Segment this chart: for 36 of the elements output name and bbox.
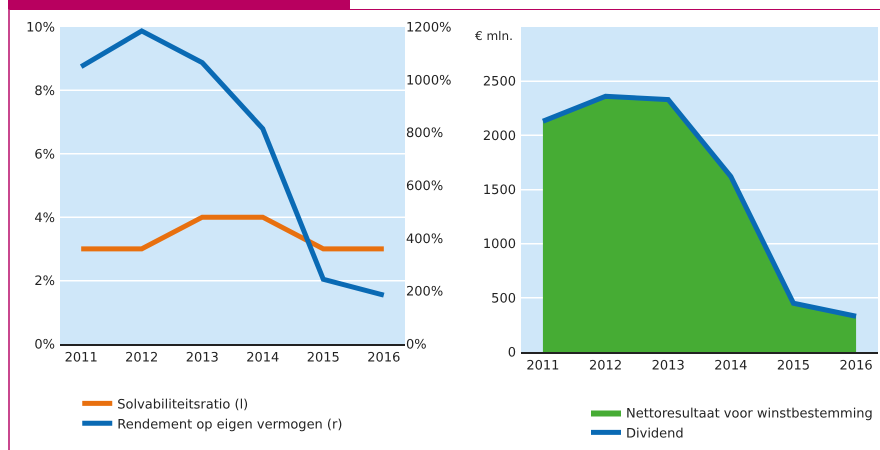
- x-tick-label: 2014: [246, 350, 280, 366]
- x-tick-label: 2014: [714, 358, 748, 374]
- y-tick-label: 1000: [482, 237, 516, 252]
- y-tick-label: 2%: [34, 274, 55, 290]
- y2-tick-label: 200%: [406, 284, 444, 300]
- x-tick-label: 2015: [306, 350, 340, 366]
- y2-tick-label: 800%: [406, 126, 444, 142]
- x-tick-label: 2016: [367, 350, 400, 366]
- legend-label: Nettoresultaat voor winstbestemming: [626, 406, 873, 422]
- y-tick-label: 2500: [482, 74, 516, 90]
- y2-tick-label: 0%: [406, 338, 427, 353]
- legend-label: Rendement op eigen vermogen (r): [117, 417, 342, 432]
- y-tick-label: 0: [508, 346, 516, 361]
- x-tick-label: 2012: [589, 358, 622, 374]
- y-axis-title: € mln.: [475, 29, 513, 43]
- x-tick-label: 2011: [64, 350, 98, 366]
- y2-tick-label: 400%: [406, 232, 444, 247]
- y2-tick-label: 1000%: [406, 73, 452, 88]
- x-tick-label: 2013: [186, 350, 219, 366]
- y-tick-label: 500: [491, 291, 516, 306]
- x-tick-label: 2016: [840, 358, 873, 374]
- x-tick-label: 2011: [526, 358, 560, 374]
- y-tick-label: 2000: [482, 128, 516, 144]
- y-tick-label: 0%: [34, 338, 55, 353]
- legend-label: Solvabiliteitsratio (l): [117, 397, 248, 412]
- y-tick-label: 10%: [26, 20, 55, 36]
- x-tick-label: 2013: [652, 358, 685, 374]
- y-tick-label: 6%: [34, 147, 55, 162]
- x-tick-label: 2012: [125, 350, 158, 366]
- legend-label: Dividend: [626, 426, 684, 442]
- y-tick-label: 1500: [482, 183, 516, 198]
- y-tick-label: 4%: [34, 210, 55, 226]
- y-tick-label: 8%: [34, 84, 55, 99]
- y2-tick-label: 600%: [406, 179, 444, 194]
- x-tick-label: 2015: [776, 358, 810, 374]
- y2-tick-label: 1200%: [406, 20, 452, 36]
